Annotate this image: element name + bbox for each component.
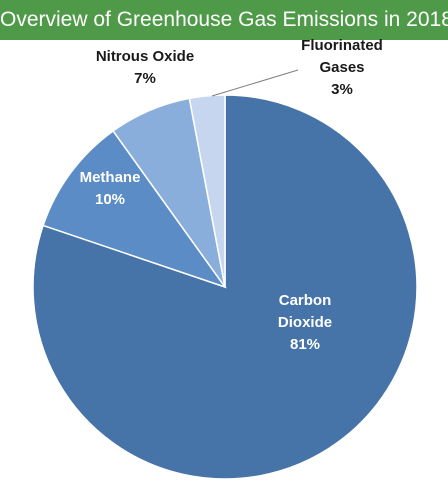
slice-value-label: 81% — [290, 336, 320, 353]
slice-name-label: Gases — [319, 59, 364, 76]
slice-name-label: Dioxide — [278, 314, 332, 331]
slice-labels: Carbon Dioxide 81% Methane 10% Nitrous Oxide 7… — [80, 37, 383, 353]
slice-label-nitrous-oxide: Nitrous Oxide 7% — [96, 48, 194, 87]
slice-label-carbon-dioxide: Carbon Dioxide 81% — [278, 292, 332, 353]
slice-name-label: Carbon — [279, 292, 332, 309]
slice-label-fluorinated-gases: Fluorinated Gases 3% — [301, 37, 383, 98]
slice-name-label: Fluorinated — [301, 37, 383, 54]
slice-label-methane: Methane 10% — [80, 169, 141, 208]
slice-value-label: 7% — [134, 70, 156, 87]
pie-slices — [32, 94, 418, 480]
leader-lines — [211, 69, 299, 97]
slice-value-label: 10% — [95, 191, 125, 208]
slice-name-label: Methane — [80, 169, 141, 186]
leader-line-fluorinated-gases — [211, 69, 299, 97]
chart-title: Overview of Greenhouse Gas Emissions in … — [0, 0, 448, 40]
slice-value-label: 3% — [331, 81, 353, 98]
pie-slice-fluorinated-gases — [188, 94, 226, 288]
pie-slice-methane — [42, 129, 227, 289]
slice-name-label: Nitrous Oxide — [96, 48, 194, 65]
